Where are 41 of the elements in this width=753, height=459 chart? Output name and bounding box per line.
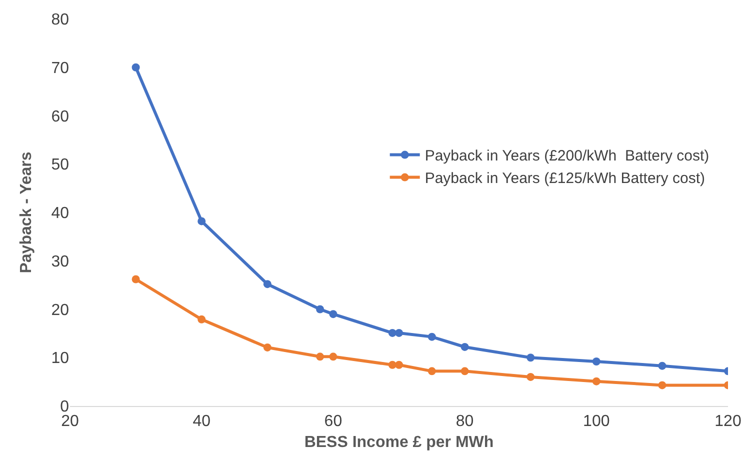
legend-label: Payback in Years (£125/kWh Battery cost) [424, 170, 705, 188]
point [428, 332, 436, 341]
point [428, 367, 436, 376]
x-tick-label: 40 [192, 413, 211, 430]
y-tick-label: 60 [51, 108, 70, 126]
x-tick-label: 120 [714, 413, 742, 430]
point [388, 328, 396, 337]
point [329, 310, 338, 318]
point [460, 367, 469, 376]
point [395, 328, 403, 337]
y-tick-label: 30 [51, 253, 70, 270]
point [263, 343, 272, 352]
point [329, 352, 338, 361]
point [592, 358, 600, 366]
point [198, 315, 206, 324]
x-tick-label: 100 [583, 413, 610, 430]
point [132, 275, 140, 284]
point [395, 360, 403, 369]
y-axis-title: Payback - Years [18, 152, 36, 274]
legend-label: Payback in Years (£200/kWh Battery cost) [424, 148, 710, 165]
point [132, 63, 140, 72]
y-tick-label: 80 [51, 12, 70, 29]
x-tick-label: 60 [324, 413, 342, 430]
point [526, 354, 535, 362]
point [316, 352, 324, 361]
point [263, 280, 272, 288]
y-tick-label: 70 [51, 60, 70, 77]
x-axis-title: BESS Income £ per MWh [304, 434, 494, 451]
point [658, 381, 666, 390]
y-tick-label: 10 [51, 350, 70, 368]
x-tick-label: 80 [456, 413, 474, 430]
y-tick-label: 50 [51, 156, 70, 174]
y-tick-label: 0 [60, 398, 70, 416]
y-tick-label: 20 [51, 302, 70, 319]
point [198, 217, 206, 226]
point [592, 377, 600, 386]
y-tick-label: 40 [51, 205, 70, 222]
point [316, 305, 324, 314]
point [658, 362, 666, 370]
point [526, 372, 535, 381]
point [460, 342, 469, 351]
